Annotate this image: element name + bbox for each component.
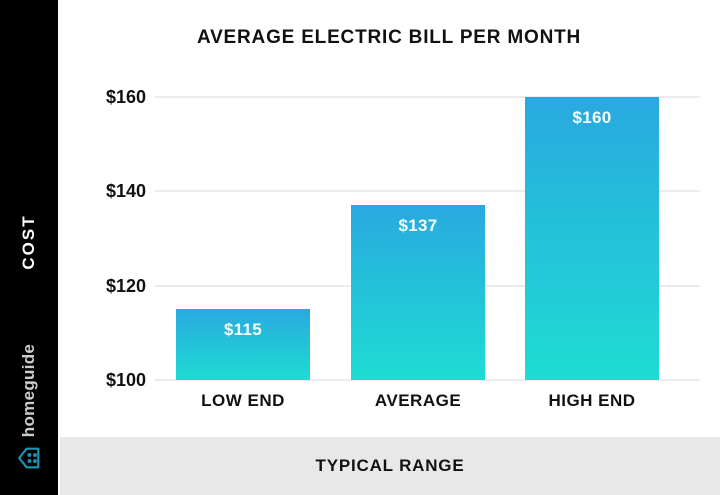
gridline-100 bbox=[155, 379, 700, 381]
bar-value-label: $115 bbox=[223, 320, 263, 340]
y-tick-label: $120 bbox=[105, 275, 146, 296]
bar-low-end: $115 bbox=[176, 309, 310, 380]
y-axis-title: COST bbox=[19, 214, 38, 270]
x-category-label: AVERAGE bbox=[374, 391, 462, 410]
brand-name: homeguide bbox=[19, 343, 38, 438]
y-tick-label: $140 bbox=[105, 181, 146, 202]
bar-average: $137 bbox=[351, 205, 485, 380]
gridline-140 bbox=[155, 190, 700, 193]
footer-strip: TYPICAL RANGE bbox=[60, 437, 720, 495]
y-tick-label: $100 bbox=[105, 370, 146, 390]
bar-value-label: $137 bbox=[398, 216, 438, 236]
bar-value-label: $160 bbox=[572, 108, 612, 127]
x-category-label: LOW END bbox=[201, 391, 285, 410]
sidebar: COST homeguide bbox=[0, 0, 58, 495]
house-icon bbox=[17, 446, 41, 470]
chart-title: AVERAGE ELECTRIC BILL PER MONTH bbox=[196, 27, 582, 48]
x-axis-title: TYPICAL RANGE bbox=[315, 456, 465, 475]
y-tick-label: $160 bbox=[105, 87, 146, 107]
x-category-label: HIGH END bbox=[548, 391, 636, 410]
gridline-160 bbox=[155, 96, 700, 98]
brand-logo: homeguide bbox=[0, 322, 58, 492]
bar-high-end: $160 bbox=[525, 97, 659, 380]
